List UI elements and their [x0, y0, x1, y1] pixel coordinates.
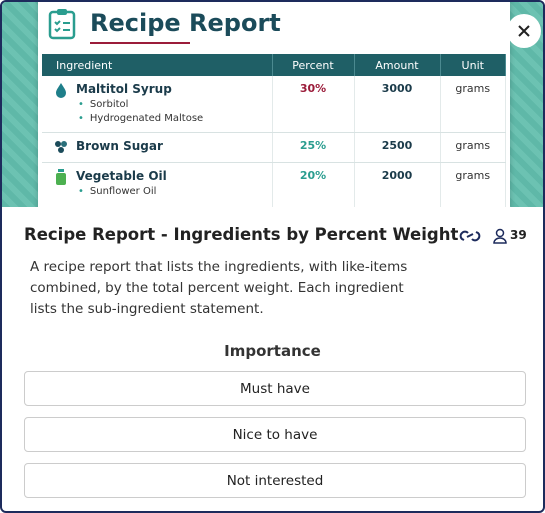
title-underline [90, 42, 190, 44]
table-row: Brown Sugar 25% 2500 grams [42, 132, 506, 163]
sub-ingredient: Hydrogenated Maltose [78, 113, 271, 124]
user-count: 39 [510, 228, 527, 242]
ingredient-icon [55, 140, 67, 153]
clipboard-icon [48, 9, 76, 40]
description: A recipe report that lists the ingredien… [30, 259, 408, 317]
link-icon[interactable] [459, 227, 481, 245]
preview-panel: Recipe Report Ingredient Percent Amount … [38, 2, 510, 207]
column-header: Unit [440, 54, 506, 76]
ingredient-name: Maltitol Syrup [76, 82, 172, 96]
unit-cell: grams [440, 76, 506, 133]
option-button[interactable]: Nice to have [24, 417, 526, 452]
question: Importance [224, 342, 321, 360]
column-header: Ingredient [42, 54, 273, 76]
report-preview: Recipe Report Ingredient Percent Amount … [2, 2, 543, 207]
ingredient-icon [56, 83, 66, 98]
column-header: Percent [272, 54, 355, 76]
amount-cell: 2000 [354, 162, 441, 207]
unit-cell: grams [440, 162, 506, 207]
percent-cell: 25% [272, 132, 355, 163]
amount-cell: 2500 [354, 132, 441, 163]
card-title: Recipe Report - Ingredients by Percent W… [24, 225, 459, 244]
ingredient-icon [56, 168, 66, 185]
unit-cell: grams [440, 132, 506, 163]
column-header: Amount [354, 54, 441, 76]
option-button[interactable]: Must have [24, 371, 526, 406]
percent-cell: 30% [272, 76, 355, 133]
ingredient-name: Brown Sugar [76, 138, 163, 153]
preview-title: Recipe Report [90, 9, 281, 37]
ingredient-cell: Brown Sugar [42, 132, 273, 163]
user-icon [493, 228, 507, 244]
close-button[interactable] [507, 14, 541, 48]
sub-ingredient: Sunflower Oil [78, 186, 271, 197]
sub-ingredient: Sorbitol [78, 99, 271, 110]
ingredient-table: Ingredient Percent Amount Unit Maltitol … [42, 54, 506, 207]
ingredient-cell: Maltitol Syrup Sorbitol Hydrogenated Malto… [42, 76, 273, 133]
ingredient-cell: Vegetable Oil Sunflower Oil [42, 162, 273, 207]
ingredient-name: Vegetable Oil [76, 168, 167, 183]
percent-cell: 20% [272, 162, 355, 207]
option-button[interactable]: Not interested [24, 463, 526, 498]
table-row: Maltitol Syrup Sorbitol Hydrogenated Malto… [42, 76, 506, 133]
amount-cell: 3000 [354, 76, 441, 133]
